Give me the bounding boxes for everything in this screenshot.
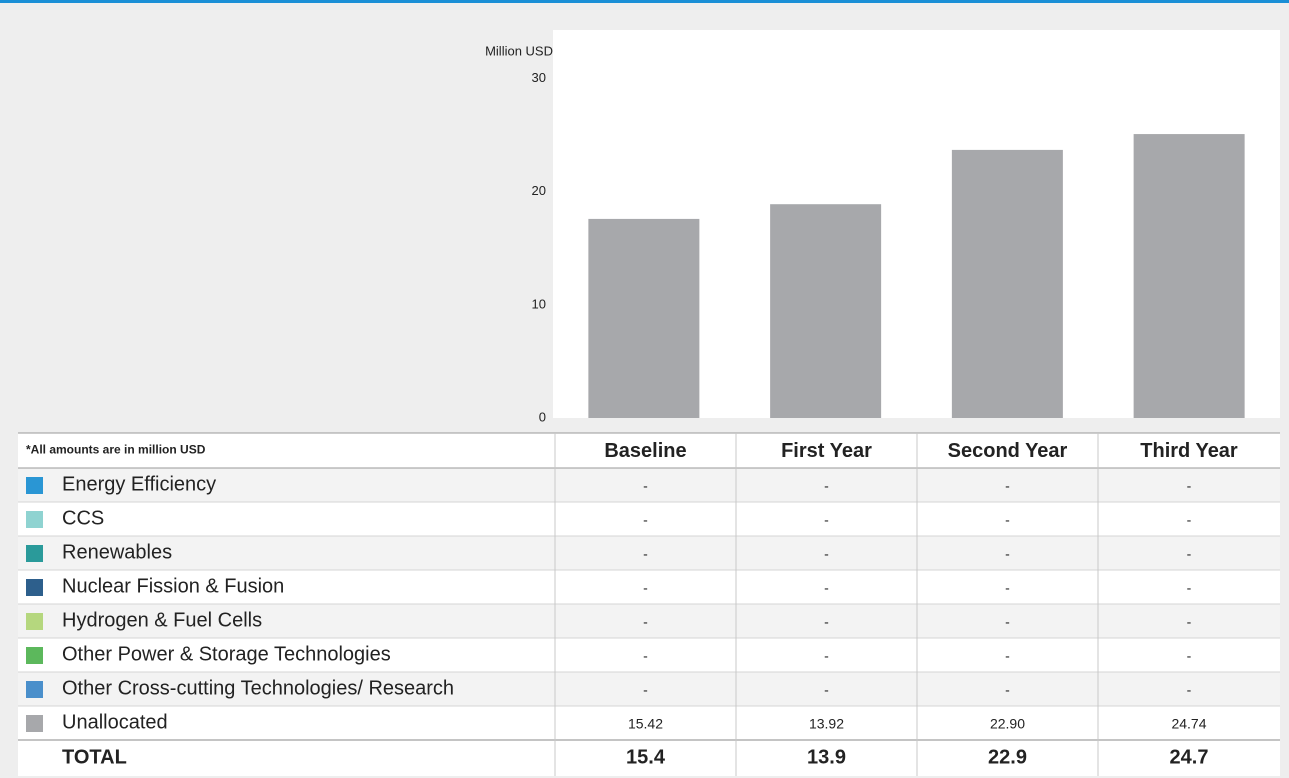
row-label: Unallocated	[62, 711, 168, 733]
legend-swatch	[26, 681, 43, 698]
table-row	[18, 570, 1280, 604]
table-cell: -	[1005, 648, 1010, 664]
table-cell: -	[643, 512, 648, 528]
total-cell: 13.9	[807, 746, 846, 768]
legend-swatch	[26, 647, 43, 664]
row-label: Hydrogen & Fuel Cells	[62, 609, 262, 631]
table-cell: -	[643, 648, 648, 664]
top-bar	[0, 0, 1289, 3]
table-cell: -	[643, 682, 648, 698]
legend-swatch	[26, 511, 43, 528]
table-row	[18, 468, 1280, 502]
table-cell: -	[1187, 648, 1192, 664]
legend-swatch	[26, 477, 43, 494]
table-cell: -	[643, 546, 648, 562]
table-cell: -	[1187, 546, 1192, 562]
column-header: Third Year	[1140, 440, 1238, 462]
header-row	[18, 433, 1280, 468]
table-cell: -	[824, 648, 829, 664]
table-cell: -	[824, 614, 829, 630]
table-cell: -	[643, 580, 648, 596]
table-note: *All amounts are in million USD	[26, 443, 206, 457]
row-label: Energy Efficiency	[62, 473, 216, 495]
table-row	[18, 536, 1280, 570]
total-cell: 24.7	[1170, 746, 1209, 768]
table-cell: -	[824, 512, 829, 528]
table-row	[18, 604, 1280, 638]
table-row	[18, 672, 1280, 706]
table-cell: -	[824, 478, 829, 494]
table-cell: -	[1005, 512, 1010, 528]
legend-swatch	[26, 579, 43, 596]
total-label: TOTAL	[62, 746, 127, 768]
table-cell: -	[824, 580, 829, 596]
y-axis-label: Million USD	[485, 43, 553, 58]
bar	[770, 204, 882, 418]
y-tick-label: 30	[532, 70, 546, 85]
table-cell: -	[1005, 614, 1010, 630]
table-cell: 24.74	[1171, 716, 1206, 732]
table-cell: -	[1187, 614, 1192, 630]
table-cell: -	[1187, 580, 1192, 596]
table-row	[18, 638, 1280, 672]
table-cell: -	[1187, 478, 1192, 494]
row-label: Other Power & Storage Technologies	[62, 643, 391, 665]
table-cell: -	[1005, 580, 1010, 596]
table-cell: -	[824, 546, 829, 562]
total-cell: 15.4	[626, 746, 666, 768]
y-tick-label: 0	[539, 409, 546, 424]
row-label: Renewables	[62, 541, 172, 563]
table-cell: -	[1005, 478, 1010, 494]
row-label: CCS	[62, 507, 104, 529]
row-label: Nuclear Fission & Fusion	[62, 575, 284, 597]
bar	[951, 149, 1063, 418]
table-cell: -	[643, 478, 648, 494]
total-cell: 22.9	[988, 746, 1027, 768]
table-cell: -	[643, 614, 648, 630]
table-cell: -	[1187, 512, 1192, 528]
bar	[588, 218, 700, 418]
legend-swatch	[26, 715, 43, 732]
table-cell: -	[1187, 682, 1192, 698]
column-header: First Year	[781, 440, 872, 462]
table-row	[18, 706, 1280, 740]
row-label: Other Cross-cutting Technologies/ Resear…	[62, 677, 454, 699]
table-cell: 15.42	[628, 716, 663, 732]
table-row	[18, 502, 1280, 536]
bar	[1133, 134, 1245, 418]
total-row	[18, 740, 1280, 776]
table-cell: -	[1005, 546, 1010, 562]
table-cell: -	[824, 682, 829, 698]
table-cell: -	[1005, 682, 1010, 698]
column-header: Second Year	[948, 440, 1068, 462]
table-cell: 22.90	[990, 716, 1025, 732]
table-cell: 13.92	[809, 716, 844, 732]
legend-swatch	[26, 613, 43, 630]
y-tick-label: 10	[532, 296, 546, 311]
y-tick-label: 20	[532, 183, 546, 198]
column-header: Baseline	[604, 440, 686, 462]
legend-swatch	[26, 545, 43, 562]
